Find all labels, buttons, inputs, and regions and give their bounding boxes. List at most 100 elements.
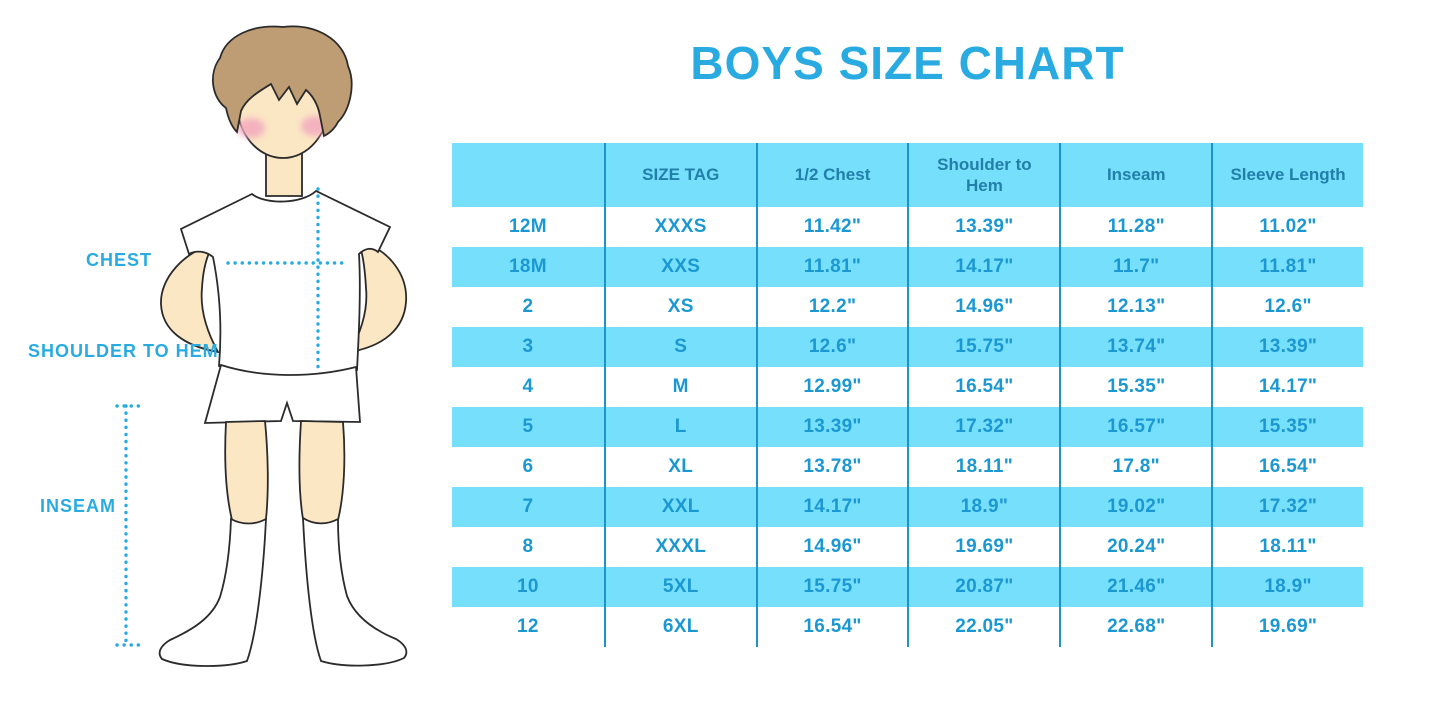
cell-value: 21.46": [1059, 567, 1211, 607]
cell-size: 12M: [508, 216, 547, 237]
cell-size: 6: [522, 456, 534, 477]
cell-value: 11.02": [1211, 207, 1363, 247]
cell-value: 19.69": [907, 527, 1059, 567]
cell-value: 20.87": [907, 567, 1059, 607]
table-row: 8 XXXL 14.96" 19.69" 20.24" 18.11": [452, 527, 1363, 567]
cell-value: 13.39": [755, 407, 908, 447]
table-row: 5 L 13.39" 17.32" 16.57" 15.35": [452, 407, 1363, 447]
label-inseam: INSEAM: [40, 496, 117, 516]
cell-value: 6XL: [603, 607, 756, 647]
table-header-row: SIZE TAG 1/2 Chest Shoulder to Hem Inseam Sl…: [452, 143, 1363, 207]
cell-size: 12: [517, 616, 539, 637]
cell-value: 13.39": [1211, 327, 1363, 367]
boy-figure-illustration: [115, 25, 408, 667]
cell-value: XXXS: [603, 207, 756, 247]
legs: [224, 420, 346, 525]
cell-value: 15.35": [1211, 407, 1363, 447]
cell-size: 10: [517, 576, 539, 597]
cell-value: 17.8": [1059, 447, 1211, 487]
cell-value: 14.17": [907, 247, 1059, 287]
cell-value: M: [603, 367, 756, 407]
cell-value: 12.6": [755, 327, 908, 367]
cell-size: 18M: [508, 256, 547, 277]
cell-value: 17.32": [1211, 487, 1363, 527]
cell-value: L: [603, 407, 756, 447]
header-cell-size: [452, 143, 604, 207]
table-row: 18M XXS 11.81" 14.17" 11.7" 11.81": [452, 247, 1363, 287]
table-row: 10 5XL 15.75" 20.87" 21.46" 18.9": [452, 567, 1363, 607]
cell-value: 18.9": [1211, 567, 1363, 607]
cell-value: 16.54": [755, 607, 908, 647]
cell-size: 2: [522, 296, 534, 317]
label-shoulder-to-hem: SHOULDER TO HEM: [28, 341, 219, 361]
cell-value: 12.6": [1211, 287, 1363, 327]
cell-value: 15.75": [907, 327, 1059, 367]
table-row: 6 XL 13.78" 18.11" 17.8" 16.54": [452, 447, 1363, 487]
cell-value: S: [603, 327, 756, 367]
table-row: 12 6XL 16.54" 22.05" 22.68" 19.69": [452, 607, 1363, 647]
cell-value: 11.7": [1059, 247, 1211, 287]
cell-size: 3: [522, 336, 534, 357]
cell-value: XS: [603, 287, 756, 327]
hair: [212, 25, 353, 138]
right-sock: [302, 516, 408, 667]
cell-value: 11.81": [755, 247, 908, 287]
cell-value: 16.54": [907, 367, 1059, 407]
cell-value: 16.57": [1059, 407, 1211, 447]
label-chest: CHEST: [86, 250, 153, 270]
cell-value: XXL: [603, 487, 756, 527]
table-row: 4 M 12.99" 16.54" 15.35" 14.17": [452, 367, 1363, 407]
cell-value: 22.68": [1059, 607, 1211, 647]
cell-value: 11.81": [1211, 247, 1363, 287]
cell-size: 7: [522, 496, 534, 517]
shorts: [203, 363, 361, 424]
cell-value: 12.13": [1059, 287, 1211, 327]
table-row: 12M XXXS 11.42" 13.39" 11.28" 11.02": [452, 207, 1363, 247]
cell-value: 13.74": [1059, 327, 1211, 367]
cell-size: 8: [522, 536, 534, 557]
figure-panel: CHEST SHOULDER TO HEM INSEAM: [0, 0, 460, 723]
cell-value: 20.24": [1059, 527, 1211, 567]
cell-value: 13.78": [755, 447, 908, 487]
page-title: BOYS SIZE CHART: [690, 37, 1125, 89]
header-cell: Inseam: [1059, 143, 1211, 207]
cell-value: 12.99": [755, 367, 908, 407]
cell-value: 19.02": [1059, 487, 1211, 527]
cell-value: 18.9": [907, 487, 1059, 527]
cell-value: 18.11": [1211, 527, 1363, 567]
header-cell: Sleeve Length: [1211, 143, 1363, 207]
cell-value: 12.2": [755, 287, 908, 327]
size-chart-table: SIZE TAG 1/2 Chest Shoulder to Hem Inseam Sl…: [452, 143, 1363, 647]
table-row: 2 XS 12.2" 14.96" 12.13" 12.6": [452, 287, 1363, 327]
cell-value: 14.17": [755, 487, 908, 527]
cell-value: 16.54": [1211, 447, 1363, 487]
cell-value: 11.28": [1059, 207, 1211, 247]
table-row: 3 S 12.6" 15.75" 13.74" 13.39": [452, 327, 1363, 367]
cell-value: 5XL: [603, 567, 756, 607]
cell-value: 17.32": [907, 407, 1059, 447]
cell-size: 5: [522, 416, 534, 437]
left-arm: [160, 242, 220, 354]
socks: [158, 516, 408, 667]
left-leg: [224, 420, 269, 525]
left-sock: [158, 517, 267, 667]
cell-value: 11.42": [755, 207, 908, 247]
cell-value: 14.96": [755, 527, 908, 567]
cell-value: 18.11": [907, 447, 1059, 487]
header-cell: Shoulder to Hem: [907, 143, 1059, 207]
header-cell: 1/2 Chest: [755, 143, 908, 207]
cell-value: XXXL: [603, 527, 756, 567]
cell-value: XL: [603, 447, 756, 487]
cell-value: 22.05": [907, 607, 1059, 647]
cell-value: 19.69": [1211, 607, 1363, 647]
table-row: 7 XXL 14.17" 18.9" 19.02" 17.32": [452, 487, 1363, 527]
cell-value: 15.75": [755, 567, 908, 607]
header-cell: SIZE TAG: [603, 143, 756, 207]
cell-value: 14.17": [1211, 367, 1363, 407]
size-table-body: 12M XXXS 11.42" 13.39" 11.28" 11.02" 18M XXS 11.…: [452, 207, 1363, 647]
cell-size: 4: [522, 376, 534, 397]
cell-value: 13.39": [907, 207, 1059, 247]
right-leg: [298, 420, 346, 525]
cell-value: 15.35": [1059, 367, 1211, 407]
